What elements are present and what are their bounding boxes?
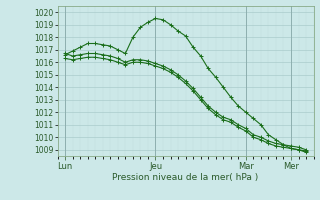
X-axis label: Pression niveau de la mer( hPa ): Pression niveau de la mer( hPa ) xyxy=(112,173,259,182)
